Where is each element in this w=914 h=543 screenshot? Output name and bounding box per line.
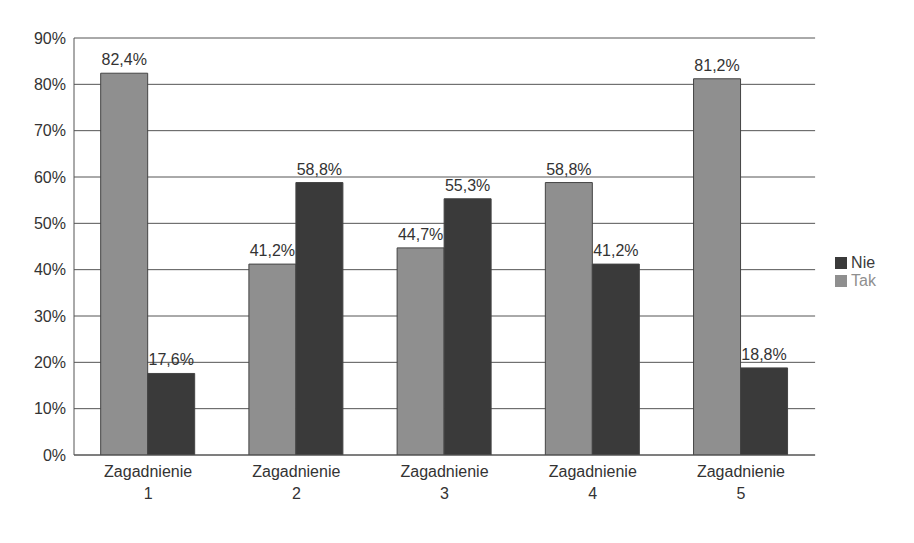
svg-text:20%: 20%: [34, 354, 66, 371]
svg-text:82,4%: 82,4%: [101, 51, 146, 68]
svg-text:Zagadnienie3: Zagadnienie3: [401, 463, 489, 502]
svg-text:81,2%: 81,2%: [694, 57, 739, 74]
svg-text:55,3%: 55,3%: [445, 177, 490, 194]
svg-text:60%: 60%: [34, 169, 66, 186]
svg-text:40%: 40%: [34, 261, 66, 278]
svg-text:0%: 0%: [43, 447, 66, 464]
svg-text:70%: 70%: [34, 122, 66, 139]
svg-text:17,6%: 17,6%: [148, 351, 193, 368]
svg-text:90%: 90%: [34, 30, 66, 47]
html-text:Tak: Tak: [851, 271, 876, 289]
svg-text:41,2%: 41,2%: [250, 242, 295, 259]
svg-text:58,8%: 58,8%: [546, 161, 591, 178]
svg-text:Zagadnienie1: Zagadnienie1: [104, 463, 192, 502]
svg-text:30%: 30%: [34, 308, 66, 325]
svg-text:50%: 50%: [34, 215, 66, 232]
svg-text:80%: 80%: [34, 76, 66, 93]
svg-text:41,2%: 41,2%: [593, 242, 638, 259]
svg-text:18,8%: 18,8%: [741, 346, 786, 363]
html-text:Nie: Nie: [851, 253, 876, 271]
svg-text:10%: 10%: [34, 400, 66, 417]
svg-text:44,7%: 44,7%: [398, 226, 443, 243]
svg-text:58,8%: 58,8%: [297, 161, 342, 178]
svg-text:Zagadnienie2: Zagadnienie2: [252, 463, 340, 502]
svg-text:Zagadnienie4: Zagadnienie4: [549, 463, 637, 502]
svg-text:Zagadnienie5: Zagadnienie5: [697, 463, 785, 502]
